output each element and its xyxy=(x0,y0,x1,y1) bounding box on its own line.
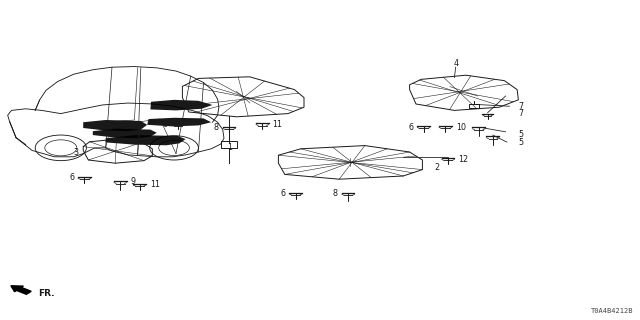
Text: 8: 8 xyxy=(214,124,219,132)
Polygon shape xyxy=(83,120,147,131)
Text: T0A4B4212B: T0A4B4212B xyxy=(591,308,634,314)
Text: 7: 7 xyxy=(518,109,524,118)
Text: 3: 3 xyxy=(73,148,78,157)
Bar xyxy=(221,141,237,148)
Text: 5: 5 xyxy=(518,138,524,147)
Bar xyxy=(468,104,479,108)
Text: 1: 1 xyxy=(227,143,232,152)
Text: 12: 12 xyxy=(458,155,468,164)
Text: 6: 6 xyxy=(69,173,74,182)
Text: 6: 6 xyxy=(408,123,413,132)
Text: 2: 2 xyxy=(434,163,439,172)
Text: 8: 8 xyxy=(333,189,338,198)
Polygon shape xyxy=(150,100,212,110)
Text: FR.: FR. xyxy=(38,289,55,298)
Text: 5: 5 xyxy=(518,130,524,139)
FancyArrow shape xyxy=(11,286,31,294)
Text: 9: 9 xyxy=(131,177,136,186)
Text: 11: 11 xyxy=(273,120,283,129)
Polygon shape xyxy=(106,135,186,145)
Text: 6: 6 xyxy=(280,189,285,198)
Polygon shape xyxy=(93,129,157,138)
Text: 6: 6 xyxy=(163,120,168,129)
Text: 7: 7 xyxy=(518,102,524,111)
Text: 11: 11 xyxy=(150,180,160,189)
Polygon shape xyxy=(147,118,211,126)
Text: 4: 4 xyxy=(453,60,458,68)
Text: 10: 10 xyxy=(456,123,466,132)
